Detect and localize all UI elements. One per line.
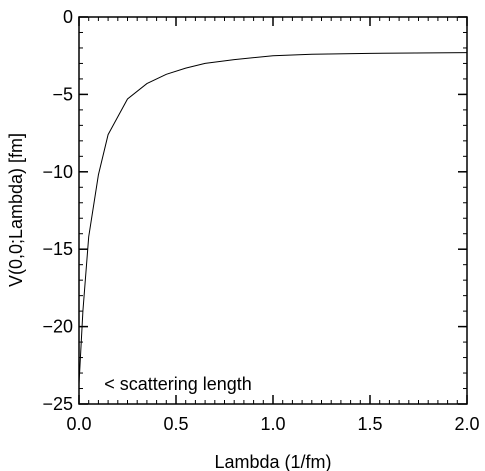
y-tick-label: 0 bbox=[63, 7, 73, 27]
y-tick-label: −5 bbox=[52, 84, 73, 104]
scattering-length-annotation: < scattering length bbox=[104, 374, 252, 394]
y-tick-label: −10 bbox=[42, 162, 73, 182]
y-tick-labels: 0 −5 −10 −15 −20 −25 bbox=[42, 7, 73, 414]
x-axis-label: Lambda (1/fm) bbox=[214, 452, 331, 471]
series-line bbox=[78, 52, 468, 384]
plot-frame bbox=[78, 16, 468, 405]
y-tick-label: −25 bbox=[42, 394, 73, 414]
series-group bbox=[78, 52, 468, 384]
x-tick-label: 0.0 bbox=[66, 414, 91, 434]
y-tick-label: −15 bbox=[42, 239, 73, 259]
x-tick-labels: 0.0 0.5 1.0 1.5 2.0 bbox=[66, 414, 479, 434]
x-tick-label: 1.5 bbox=[357, 414, 382, 434]
major-ticks bbox=[78, 16, 468, 405]
y-tick-label: −20 bbox=[42, 317, 73, 337]
minor-ticks bbox=[78, 16, 468, 405]
x-tick-label: 0.5 bbox=[163, 414, 188, 434]
x-tick-label: 1.0 bbox=[260, 414, 285, 434]
y-axis-label: V(0,0;Lambda) [fm] bbox=[6, 133, 26, 287]
x-tick-label: 2.0 bbox=[454, 414, 479, 434]
